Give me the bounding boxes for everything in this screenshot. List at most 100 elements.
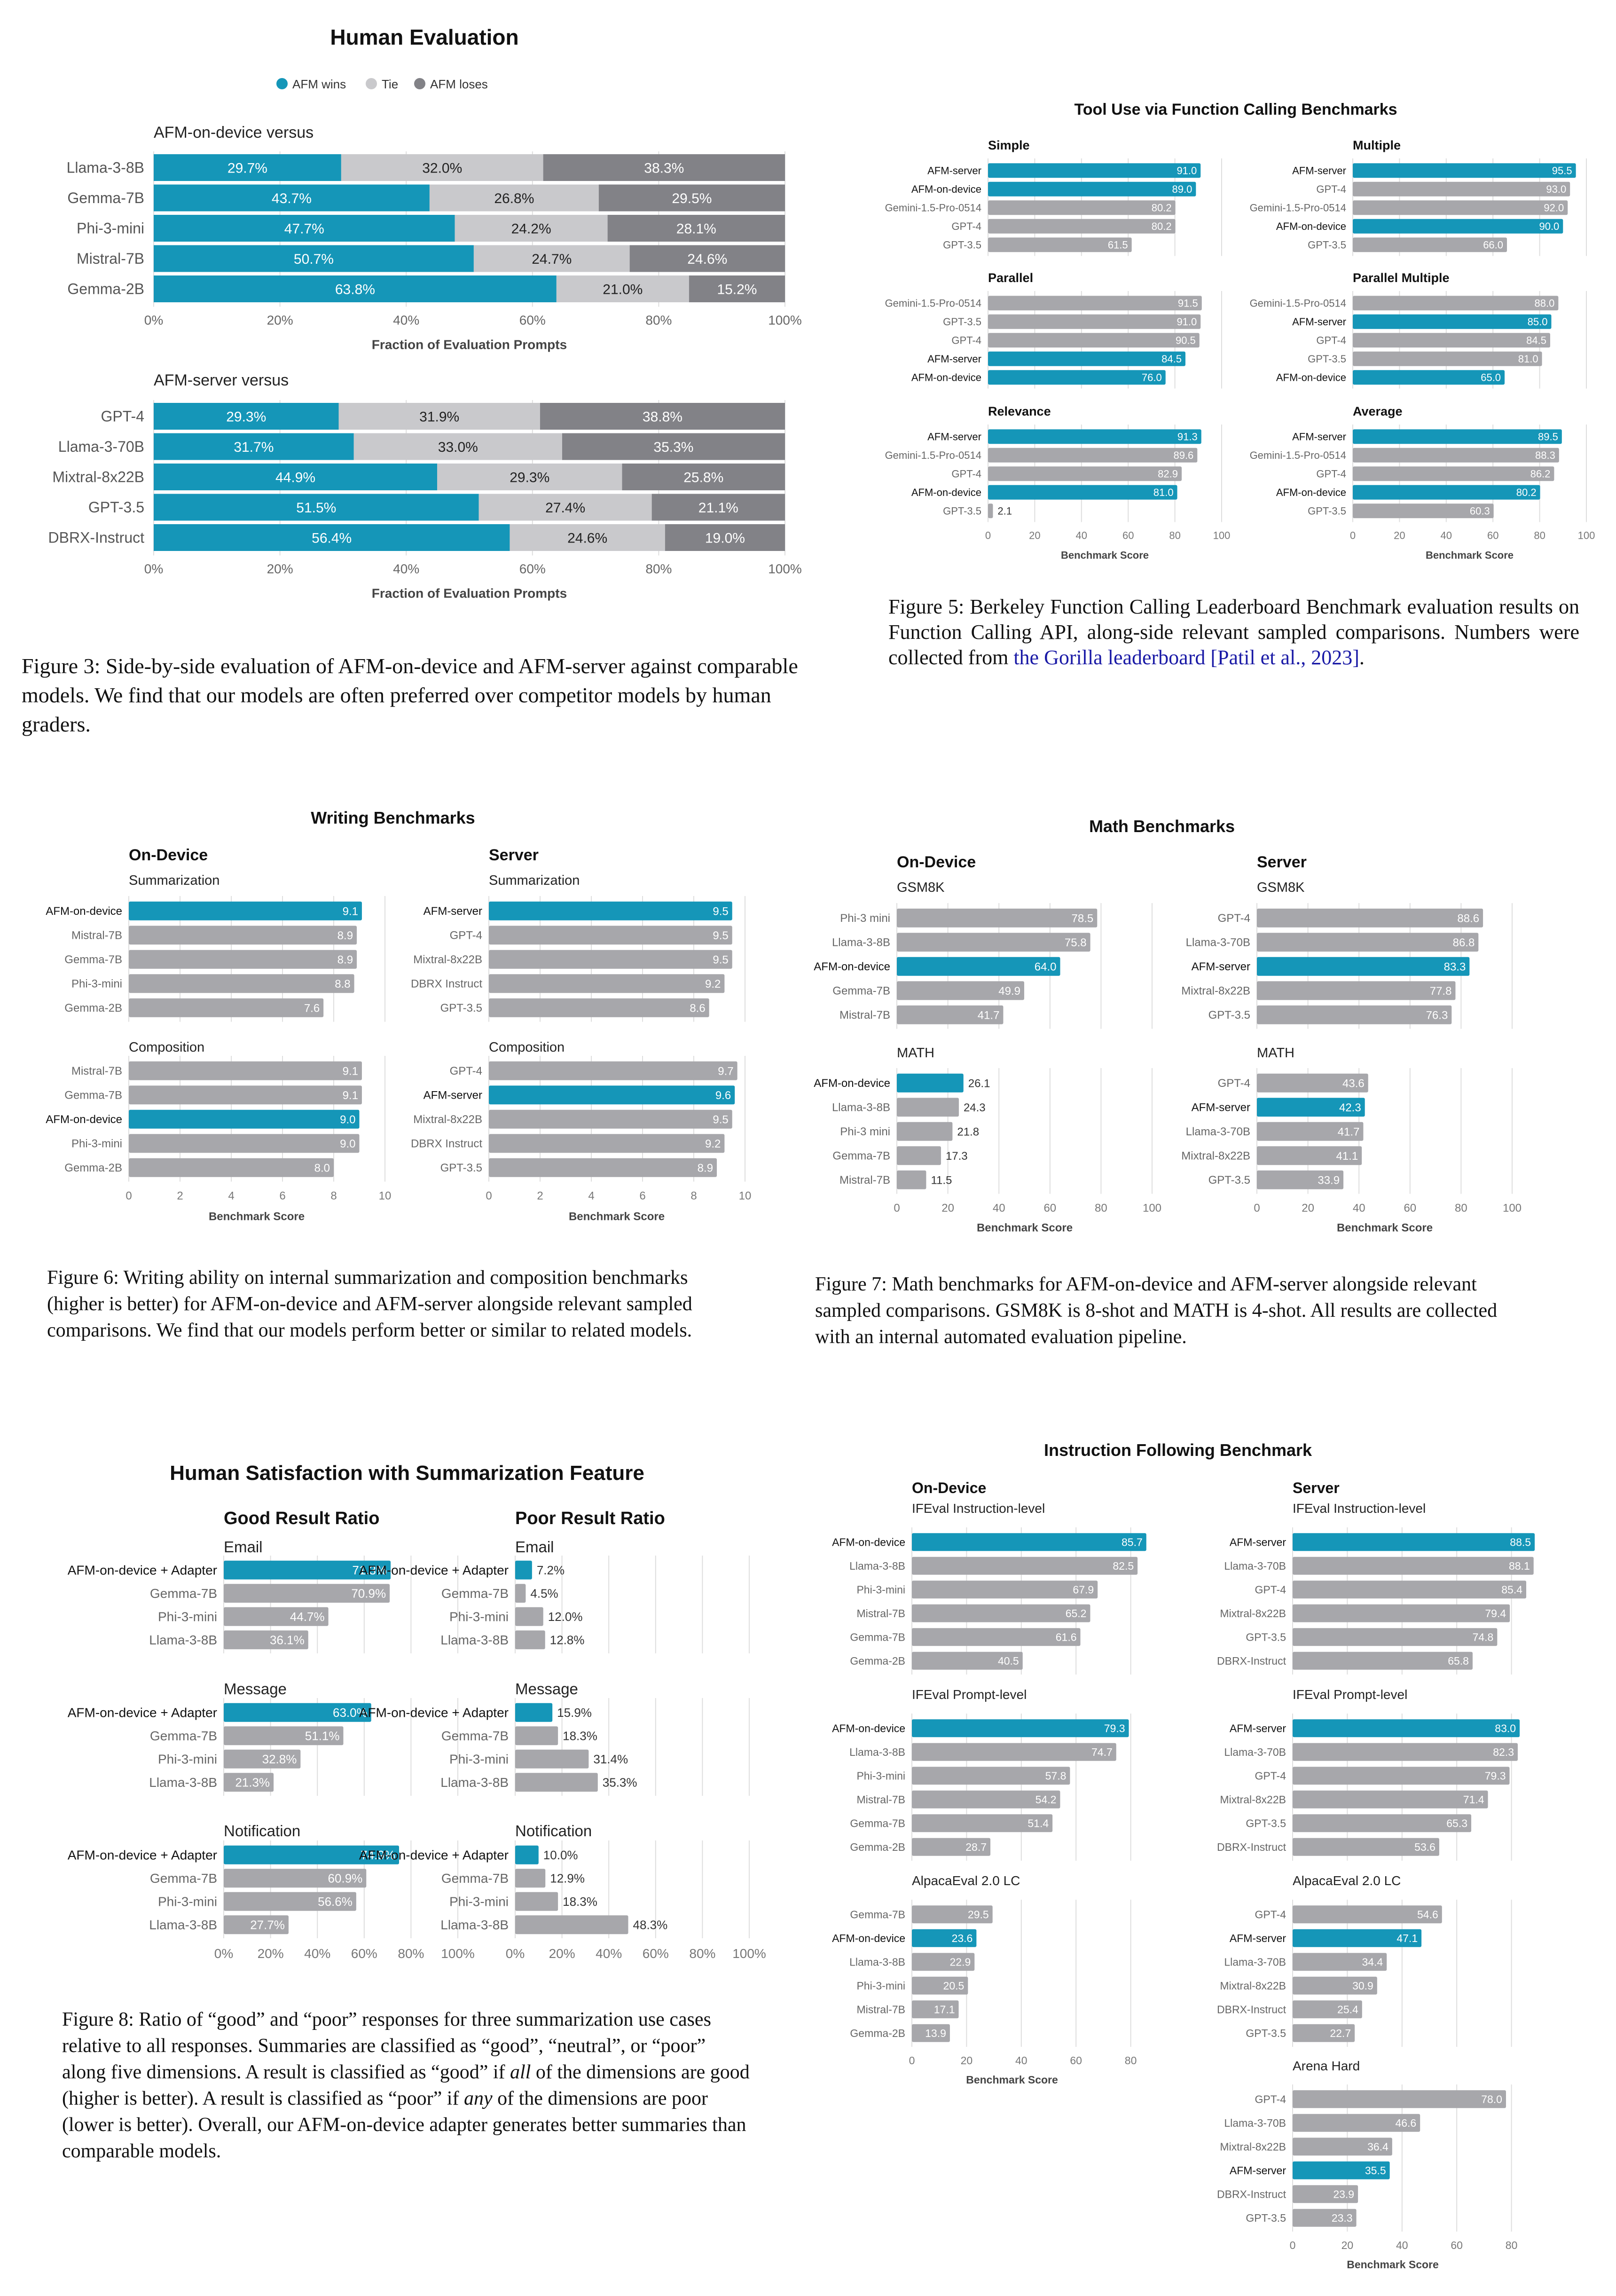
bar-afm-server [1293,1929,1422,1947]
x-tick-label: 8 [330,1190,337,1203]
x-tick-label: 60% [643,1946,669,1961]
bar-gemini-1-5-pro-0514 [1353,296,1559,311]
bar-afm-on-device-adapter [515,1703,553,1722]
panel-title: IFEval Prompt-level [912,1687,1027,1702]
panel-title: MATH [897,1046,934,1061]
bar-gpt-3-5 [1353,237,1507,252]
bar-category-label: Gemma-7B [441,1586,509,1601]
x-tick-label: 100% [768,562,802,576]
bar-gpt-4 [1293,1767,1510,1785]
bar-value-label: 79.4 [1485,1607,1506,1620]
bar-category-label: Mixtral-8x22B [1220,1980,1286,1992]
bar-category-label: AFM-server [1230,2164,1286,2177]
bar-category-label: Gemma-2B [850,2027,905,2039]
x-tick-label: 20 [941,1202,954,1215]
bar-value-label: 22.7 [1330,2027,1351,2039]
bar-category-label: AFM-on-device [46,905,122,918]
stacked-segment-afm-loses [689,275,785,302]
bar-category-label: GPT-4 [101,408,144,425]
bar-value-label: 84.5 [1161,353,1182,365]
x-tick-label: 60% [519,562,546,576]
panel-title: Notification [515,1822,592,1840]
bar-category-label: Llama-3-8B [832,1101,890,1114]
bar-value-label: 23.6 [952,1932,973,1944]
segment-value-label: 38.8% [643,409,682,425]
bar-gpt-4 [489,1061,737,1080]
x-tick-label: 2 [177,1190,183,1203]
bar-value-label: 85.7 [1122,1536,1143,1549]
x-tick-label: 4 [588,1190,594,1203]
bar-category-label: AFM-on-device + Adapter [359,1848,509,1863]
bar-value-label: 85.4 [1501,1584,1522,1596]
bar-category-label: AFM-on-device [911,183,981,195]
bar-value-label: 43.6 [1342,1077,1365,1090]
bar-category-label: AFM-on-device + Adapter [68,1848,217,1863]
bar-value-label: 28.7 [965,1841,987,1853]
gorilla-leaderboard-link[interactable]: the Gorilla leaderboard [1013,646,1206,669]
bar-phi-3-mini [912,1976,968,1995]
stacked-segment-tie [429,184,599,212]
bar-phi-3-mini [129,1134,360,1153]
panel-header: Server [1293,1479,1340,1496]
bar-afm-on-device [912,1533,1146,1551]
segment-value-label: 31.7% [234,440,274,455]
bar-category-label: AFM-on-device [832,1722,905,1734]
bar-category-label: DBRX-Instruct [1217,2188,1287,2200]
x-tick-label: 10 [379,1190,392,1203]
figure-8-caption-c: of the dimensions are poor (lower is bet… [62,2088,746,2162]
bar-value-label: 21.3% [235,1776,270,1790]
bar-llama-3-8b [224,1915,289,1934]
stacked-segment-afm-wins [154,154,341,181]
bar-afm-server [1353,314,1552,329]
bar-category-label: AFM-on-device + Adapter [68,1706,217,1720]
bar-value-label: 75.8 [1065,936,1087,949]
panel-title: IFEval Prompt-level [1293,1687,1407,1702]
bar-value-label: 76.3 [1426,1009,1448,1022]
panel-title: Message [515,1680,578,1698]
panel-title: Summarization [489,873,580,888]
x-axis-title: Benchmark Score [569,1211,665,1223]
bar-value-label: 91.0 [1177,316,1197,328]
bar-value-label: 42.3 [1339,1101,1361,1114]
bar-value-label: 11.5 [931,1174,952,1187]
legend-swatch-tie [366,78,377,89]
bar-value-label: 41.7 [1338,1125,1360,1138]
bar-category-label: AFM-on-device + Adapter [68,1563,217,1578]
bar-category-label: AFM-server [1292,431,1346,442]
bar-category-label: Gemma-7B [441,1729,509,1743]
bar-value-label: 83.3 [1444,960,1466,973]
bar-afm-server [1353,163,1576,178]
x-tick-label: 80% [398,1946,424,1961]
bar-gpt-3-5 [988,503,993,519]
segment-value-label: 43.7% [272,191,312,206]
panel-title: GSM8K [1257,880,1305,895]
bar-category-label: Gemini-1.5-Pro-0514 [885,202,981,213]
bar-category-label: GPT-4 [1255,1769,1287,1782]
bar-value-label: 88.5 [1510,1536,1531,1549]
bar-category-label: GPT-3.5 [1246,1817,1286,1829]
bar-afm-on-device [912,1929,977,1947]
x-tick-label: 20 [1394,530,1405,542]
bar-category-label: Llama-3-8B [149,1918,217,1932]
chart-title: Writing Benchmarks [311,808,475,827]
panel-header: On-Device [129,846,208,864]
figure-8-caption-any: any [463,2088,493,2109]
bar-value-label: 35.5 [1365,2164,1386,2177]
bar-value-label: 9.1 [343,1065,358,1077]
bar-category-label: Gemma-2B [64,1002,122,1014]
x-tick-label: 20% [267,313,293,328]
figure-3-caption: Figure 3: Side-by-side evaluation of AFM… [22,654,798,736]
bar-value-label: 74.8 [1473,1631,1494,1643]
bar-category-label: Gemma-7B [832,1150,890,1163]
bar-category-label: GPT-4 [951,334,981,346]
segment-value-label: 24.2% [511,221,551,237]
bar-category-label: GPT-3.5 [1308,353,1346,365]
bar-llama-3-70b [1257,1122,1364,1141]
bar-gemma-7b [515,1869,546,1888]
panel-header: On-Device [897,853,976,871]
bar-category-label: DBRX Instruct [411,978,482,991]
x-axis-title: Benchmark Score [966,2074,1058,2086]
patil-citation-link[interactable]: [Patil et al., 2023] [1210,646,1359,669]
bar-value-label: 78.0 [1481,2093,1502,2106]
figure-5-caption-text: Figure 5: Berkeley Function Calling Lead… [888,595,1579,669]
